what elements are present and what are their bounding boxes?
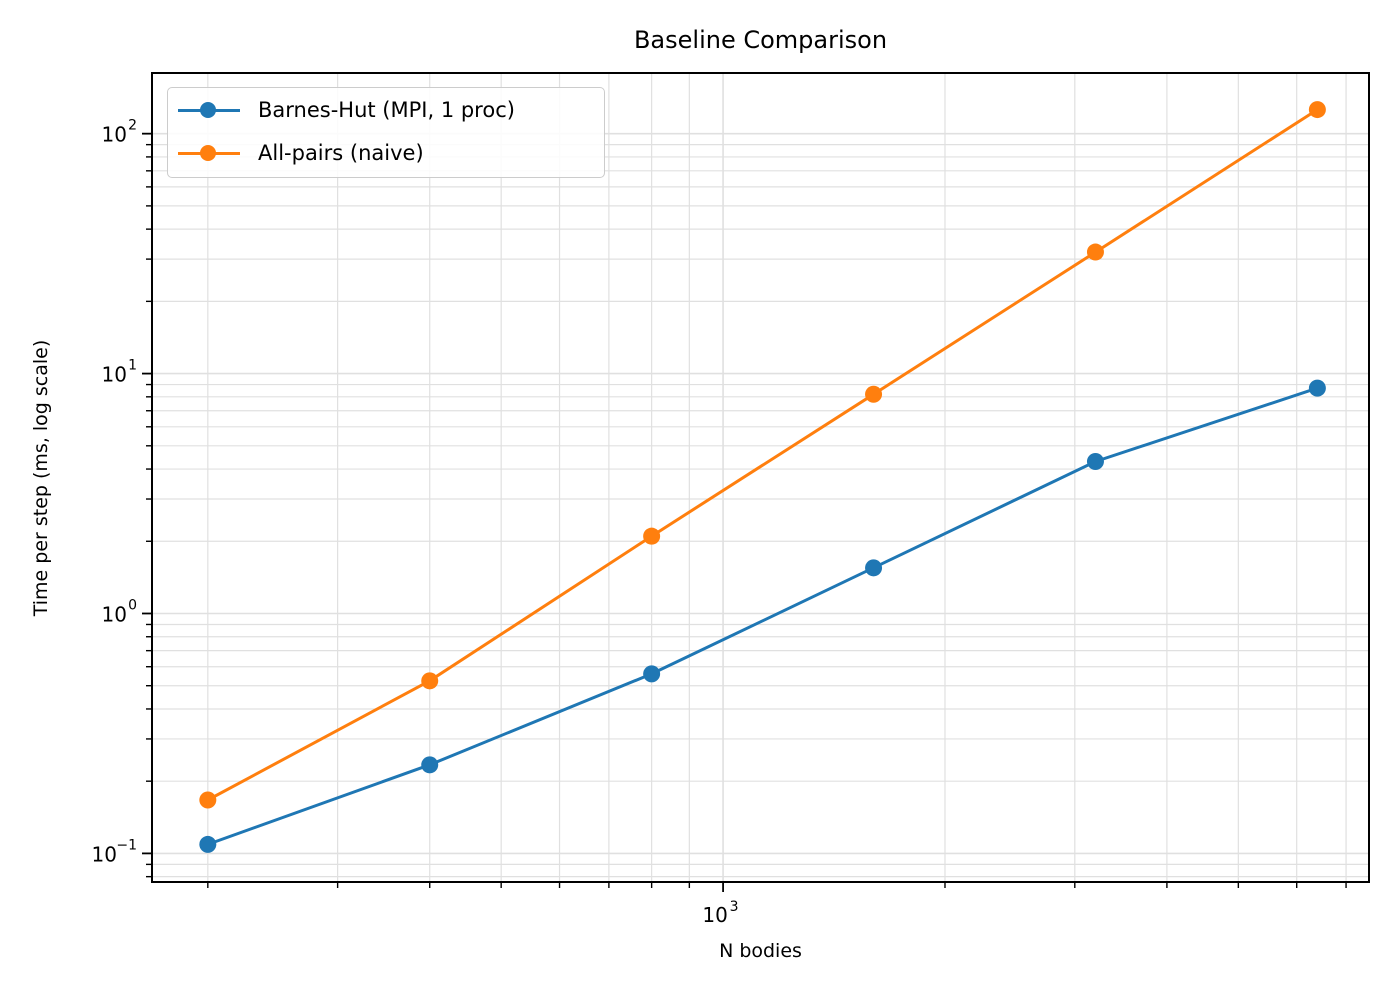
data-point-marker	[1086, 243, 1104, 261]
y-tick-label: 10	[92, 842, 117, 866]
series-line	[207, 108, 1319, 802]
y-tick-exponent: 0	[128, 597, 137, 613]
y-tick-label: 10	[102, 363, 127, 387]
y-tick-exponent: 2	[128, 118, 137, 134]
data-point-marker	[865, 559, 883, 577]
y-tick-exponent: −1	[116, 837, 137, 853]
legend-item-barnes-hut: Barnes-Hut (MPI, 1 proc)	[176, 95, 515, 125]
data-point-marker	[643, 527, 661, 545]
data-point-marker	[199, 791, 217, 809]
y-axis-label: Time per step (ms, log scale)	[30, 339, 52, 617]
legend: Barnes-Hut (MPI, 1 proc) All-pairs (naiv…	[167, 87, 605, 178]
chart-title: Baseline Comparison	[633, 26, 888, 54]
y-tick-exponent: 1	[128, 358, 137, 374]
data-point-marker	[421, 672, 439, 690]
plot-frame	[151, 72, 1370, 883]
x-axis-label: N bodies	[719, 940, 802, 962]
data-point-marker	[1308, 101, 1326, 119]
x-tick-label: 10	[702, 903, 727, 927]
y-tick-label: 10	[102, 123, 127, 147]
data-point-marker	[865, 385, 883, 403]
legend-item-all-pairs: All-pairs (naive)	[176, 138, 424, 168]
legend-marker-icon	[176, 95, 242, 125]
y-tick-label: 10	[102, 602, 127, 626]
data-point-marker	[421, 756, 439, 774]
data-point-marker	[199, 835, 217, 853]
data-point-marker	[1308, 379, 1326, 397]
data-point-marker	[1086, 453, 1104, 471]
data-point-marker	[643, 665, 661, 683]
legend-marker-icon	[176, 138, 242, 168]
legend-label: All-pairs (naive)	[258, 141, 424, 165]
legend-label: Barnes-Hut (MPI, 1 proc)	[258, 98, 515, 122]
data-series	[199, 101, 1326, 853]
series-line	[207, 386, 1318, 846]
x-tick-exponent: 3	[730, 899, 739, 915]
